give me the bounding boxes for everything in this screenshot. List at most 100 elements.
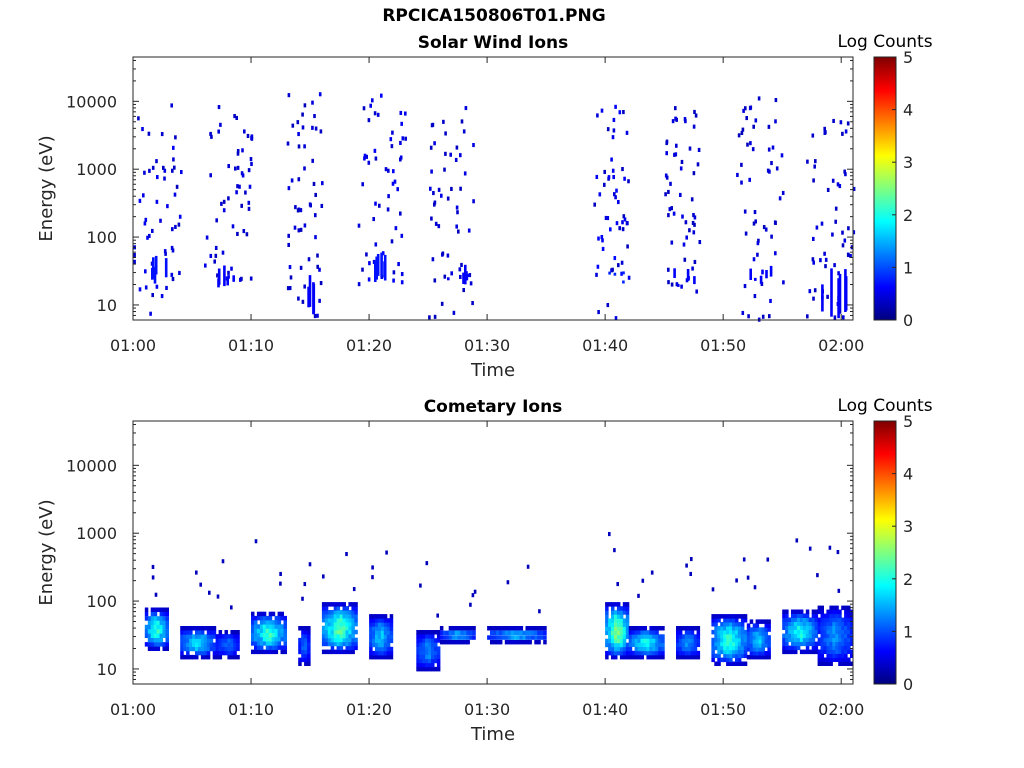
spectrogram-cell bbox=[471, 301, 474, 306]
spectrogram-cell bbox=[249, 157, 253, 162]
burst bbox=[144, 564, 169, 651]
spectrogram-cell bbox=[697, 147, 701, 152]
spectrogram-cell bbox=[430, 169, 433, 174]
spectrogram-cell bbox=[301, 630, 305, 635]
spectrogram-cell bbox=[625, 626, 630, 631]
spectrogram-cell bbox=[616, 650, 621, 656]
spectrogram-cell bbox=[372, 654, 376, 660]
spectrogram-cell bbox=[665, 139, 669, 144]
spectrogram-cell bbox=[835, 617, 839, 623]
spectrogram-cell bbox=[838, 641, 842, 646]
spectrogram-cell bbox=[613, 256, 617, 261]
spectrogram-cell bbox=[386, 642, 391, 648]
spectrogram-cell bbox=[525, 626, 529, 631]
spectrogram-cell bbox=[460, 630, 464, 636]
spectrogram-cell bbox=[268, 620, 273, 625]
spectrogram-cell bbox=[297, 296, 300, 301]
spectrogram-cell bbox=[820, 221, 824, 226]
spectrogram-cell bbox=[617, 200, 620, 205]
spectrogram-cell bbox=[596, 113, 599, 118]
spectrogram-cell bbox=[220, 201, 223, 206]
spectrogram-cell bbox=[746, 643, 751, 648]
spectrogram-cell bbox=[614, 104, 617, 109]
spectrogram-cell bbox=[297, 228, 301, 233]
spectrogram-cell bbox=[835, 613, 839, 619]
spectrogram-cell bbox=[622, 654, 627, 660]
spectrogram-cell bbox=[723, 625, 727, 631]
spectrogram-cell bbox=[372, 217, 375, 222]
spectrogram-cell bbox=[209, 626, 214, 631]
spectrogram-cell bbox=[767, 635, 771, 640]
spectrogram-cell bbox=[246, 133, 250, 138]
spectrogram-cell bbox=[817, 629, 822, 635]
spectrogram-cell bbox=[160, 132, 164, 137]
spectrogram-cell bbox=[814, 159, 817, 164]
spectrogram-cell bbox=[838, 649, 842, 654]
spectrogram-cell bbox=[510, 630, 515, 636]
spectrogram-cell bbox=[679, 192, 682, 197]
spectrogram-cell bbox=[755, 623, 760, 628]
spectrogram-cell bbox=[236, 184, 239, 189]
spectrogram-cell bbox=[386, 650, 391, 656]
spectrogram-cell bbox=[683, 117, 687, 122]
spectrogram-cell bbox=[844, 641, 848, 646]
spectrogram-cell bbox=[312, 181, 316, 186]
spectrogram-cell bbox=[431, 666, 435, 672]
spectrogram-cell bbox=[277, 615, 282, 621]
spectrogram-cell bbox=[782, 613, 786, 618]
spectrogram-cell bbox=[723, 653, 727, 659]
spectrogram-cell bbox=[339, 649, 344, 655]
spectrogram-cell bbox=[230, 634, 234, 639]
spectrogram-cell bbox=[823, 613, 827, 619]
spectrogram-cell bbox=[425, 658, 429, 664]
spectrogram-cell bbox=[841, 649, 845, 654]
spectrogram-cell bbox=[466, 626, 470, 631]
spectrogram-cell bbox=[466, 635, 470, 640]
spectrogram-cell bbox=[826, 629, 830, 635]
spectrogram-cell bbox=[162, 616, 166, 621]
spectrogram-cell bbox=[773, 220, 777, 225]
spectrogram-cell bbox=[608, 642, 612, 648]
spectrogram-cell bbox=[761, 619, 765, 624]
spectrogram-cell bbox=[254, 539, 258, 544]
spectrogram-cell bbox=[433, 200, 437, 205]
spectrogram-cell bbox=[720, 649, 724, 655]
spectrogram-cell bbox=[399, 157, 402, 162]
spectrogram-cell bbox=[436, 613, 439, 618]
spectrogram-cell bbox=[820, 625, 824, 631]
spectrogram-cell bbox=[832, 605, 836, 611]
spectrogram-cell bbox=[345, 625, 349, 631]
spectrogram-cell bbox=[685, 235, 688, 240]
spectrogram-cell bbox=[230, 266, 233, 271]
spectrogram-cell bbox=[463, 630, 467, 636]
spectrogram-cell bbox=[611, 638, 615, 644]
spectrogram-cell bbox=[625, 634, 630, 640]
spectrogram-cell bbox=[674, 106, 677, 111]
spectrogram-cell bbox=[197, 642, 202, 647]
spectrogram-cell bbox=[729, 622, 733, 627]
spectrogram-cell bbox=[611, 646, 615, 652]
spectrogram-cell bbox=[743, 618, 748, 623]
spectrogram-cell bbox=[369, 103, 372, 108]
spectrogram-cell bbox=[333, 606, 338, 611]
spectrogram-cell bbox=[743, 649, 748, 655]
spectrogram-cell bbox=[614, 650, 618, 656]
spectrogram-cell bbox=[195, 630, 199, 635]
spectrogram-cell bbox=[147, 629, 152, 634]
spectrogram-cell bbox=[844, 276, 848, 311]
spectrogram-cell bbox=[212, 630, 217, 635]
spectrogram-cell bbox=[159, 620, 164, 625]
spectrogram-cell bbox=[796, 629, 801, 634]
spectrogram-cell bbox=[236, 654, 240, 660]
spectrogram-cell bbox=[389, 650, 394, 656]
spectrogram-cell bbox=[785, 633, 789, 639]
spectrogram-cell bbox=[743, 645, 748, 651]
spectrogram-cell bbox=[625, 602, 630, 607]
spectrogram-cell bbox=[425, 561, 429, 566]
spectrogram-cell bbox=[205, 235, 209, 240]
spectrogram-cell bbox=[339, 625, 344, 631]
spectrogram-cell bbox=[375, 630, 379, 635]
spectrogram-cell bbox=[643, 634, 647, 639]
spectrogram-cell bbox=[504, 630, 509, 636]
spectrogram-cell bbox=[227, 646, 231, 652]
